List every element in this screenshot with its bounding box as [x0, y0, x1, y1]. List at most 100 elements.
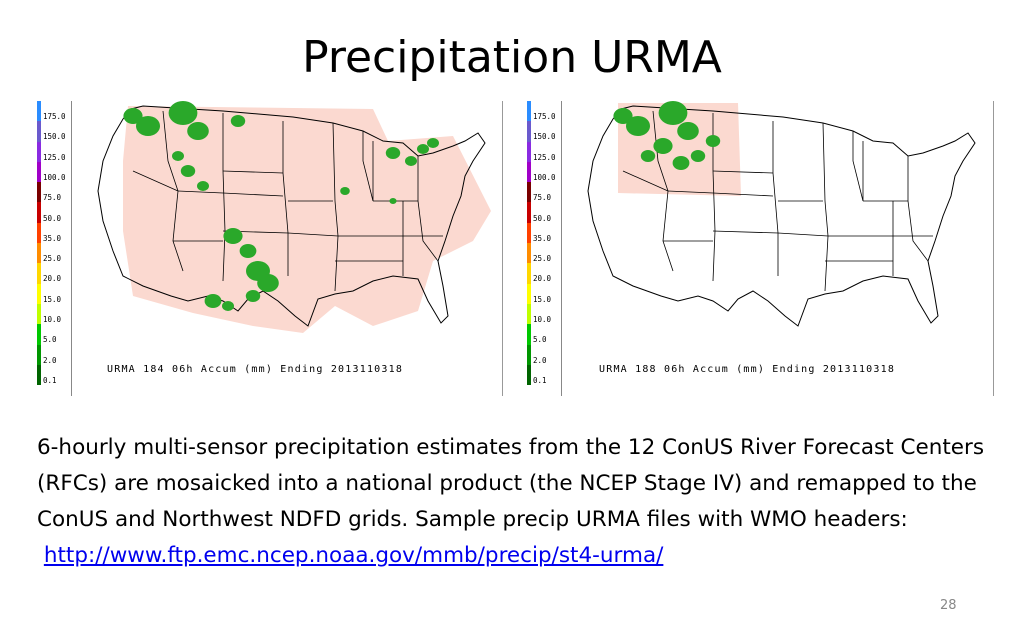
precip-area	[672, 156, 690, 170]
precip-area	[658, 101, 688, 125]
state-border	[622, 170, 669, 192]
legend-label: 125.0	[533, 152, 556, 162]
legend-swatch	[527, 364, 531, 386]
state-border	[417, 200, 439, 262]
legend-swatch	[527, 283, 531, 304]
map-panel-northwest: 175.0 150.0 125.0 100.0 75.0 50.0 35.0 25.0 20.0…	[527, 101, 994, 396]
legend-label: 20.0	[533, 274, 552, 284]
legend-label: 15.0	[533, 294, 552, 304]
color-legend: 175.0 150.0 125.0 100.0 75.0 50.0 35.0 25.0 20.0…	[37, 101, 72, 396]
precip-area	[405, 156, 417, 166]
legend-label: 50.0	[533, 213, 552, 223]
precip-area	[223, 228, 243, 244]
state-border	[282, 121, 289, 276]
legend-label: 2.0	[533, 355, 547, 365]
legend-label: 5.0	[43, 335, 57, 345]
precip-area	[626, 116, 650, 136]
precip-area	[705, 135, 721, 147]
body-paragraph: 6-hourly multi-sensor precipitation esti…	[37, 435, 985, 532]
legend-swatch	[37, 121, 41, 142]
map-caption-left: URMA 184 06h Accum (mm) Ending 201311031…	[107, 364, 404, 375]
legend-label: 150.0	[533, 132, 556, 142]
legend-swatch	[527, 324, 531, 345]
legend-label: 2.0	[43, 355, 57, 365]
state-outlines	[97, 105, 486, 327]
legend-swatch	[37, 303, 41, 325]
sample-files-link[interactable]: http://www.ftp.emc.ncep.noaa.gov/mmb/pre…	[43, 543, 664, 568]
precip-area	[187, 122, 209, 140]
state-border	[287, 232, 339, 237]
precip-area	[222, 301, 234, 311]
state-border	[777, 232, 829, 237]
legend-swatch	[37, 182, 41, 203]
legend-label: 125.0	[43, 152, 66, 162]
legend-label: 10.0	[43, 315, 62, 324]
legend-swatch	[527, 121, 531, 142]
legend-swatch	[37, 141, 41, 162]
precip-area	[239, 244, 257, 258]
conus-precip-map	[97, 101, 491, 333]
state-border	[652, 110, 669, 192]
northwest-precip-map	[587, 101, 976, 327]
legend-swatch	[37, 101, 41, 122]
legend-swatch	[37, 364, 41, 386]
precip-areas	[123, 101, 439, 311]
precip-area	[245, 290, 261, 302]
precip-area	[257, 274, 279, 292]
state-border	[177, 190, 224, 194]
body-text: 6-hourly multi-sensor precipitation esti…	[37, 430, 997, 574]
precip-area	[172, 151, 184, 161]
precip-area	[168, 101, 198, 125]
legend-label: 100.0	[43, 172, 66, 182]
state-border	[162, 110, 179, 192]
state-border	[222, 113, 226, 282]
map-caption-right: URMA 188 06h Accum (mm) Ending 201311031…	[599, 364, 896, 375]
state-border	[852, 131, 864, 202]
legend-swatch	[527, 303, 531, 325]
legend-swatch	[37, 161, 41, 183]
legend-swatch	[527, 182, 531, 203]
state-border	[332, 122, 339, 292]
legend-swatch	[37, 202, 41, 223]
legend-label: 150.0	[43, 132, 66, 142]
legend-swatch	[527, 344, 531, 365]
state-outlines	[587, 105, 976, 327]
precip-area	[340, 187, 350, 195]
legend-label: 0.1	[43, 375, 57, 385]
precip-area	[653, 138, 673, 154]
precip-area	[389, 198, 397, 204]
legend-swatch	[527, 101, 531, 122]
state-border	[132, 170, 179, 192]
legend-swatch	[37, 324, 41, 345]
legend-swatch	[527, 161, 531, 183]
precip-area	[677, 122, 699, 140]
precip-area	[197, 181, 209, 191]
precip-area	[123, 108, 143, 124]
precip-area	[180, 165, 196, 177]
page-number: 28	[940, 598, 957, 613]
map-panel-conus: 175.0 150.0 125.0 100.0 75.0 50.0 35.0 25.0 20.0…	[37, 101, 503, 396]
state-border	[362, 131, 374, 202]
state-border	[712, 230, 779, 234]
legend-label: 35.0	[533, 233, 552, 243]
legend-swatch	[37, 222, 41, 244]
state-border	[907, 200, 929, 262]
precip-areas	[613, 101, 721, 170]
legend-color-bar	[527, 101, 531, 396]
legend-label: 0.1	[533, 375, 547, 385]
precip-area	[230, 115, 246, 127]
legend-label: 15.0	[43, 294, 62, 304]
legend-label: 5.0	[533, 335, 547, 345]
state-border	[662, 190, 674, 272]
precip-area	[613, 108, 633, 124]
state-border	[712, 192, 774, 197]
state-border	[712, 170, 774, 174]
legend-label: 25.0	[533, 254, 552, 264]
state-border	[822, 122, 829, 292]
legend-label: 75.0	[43, 193, 62, 203]
state-border	[222, 192, 284, 197]
legend-swatch	[37, 344, 41, 365]
precip-area	[204, 294, 222, 308]
legend-label: 10.0	[533, 315, 552, 324]
precip-area	[417, 144, 429, 154]
